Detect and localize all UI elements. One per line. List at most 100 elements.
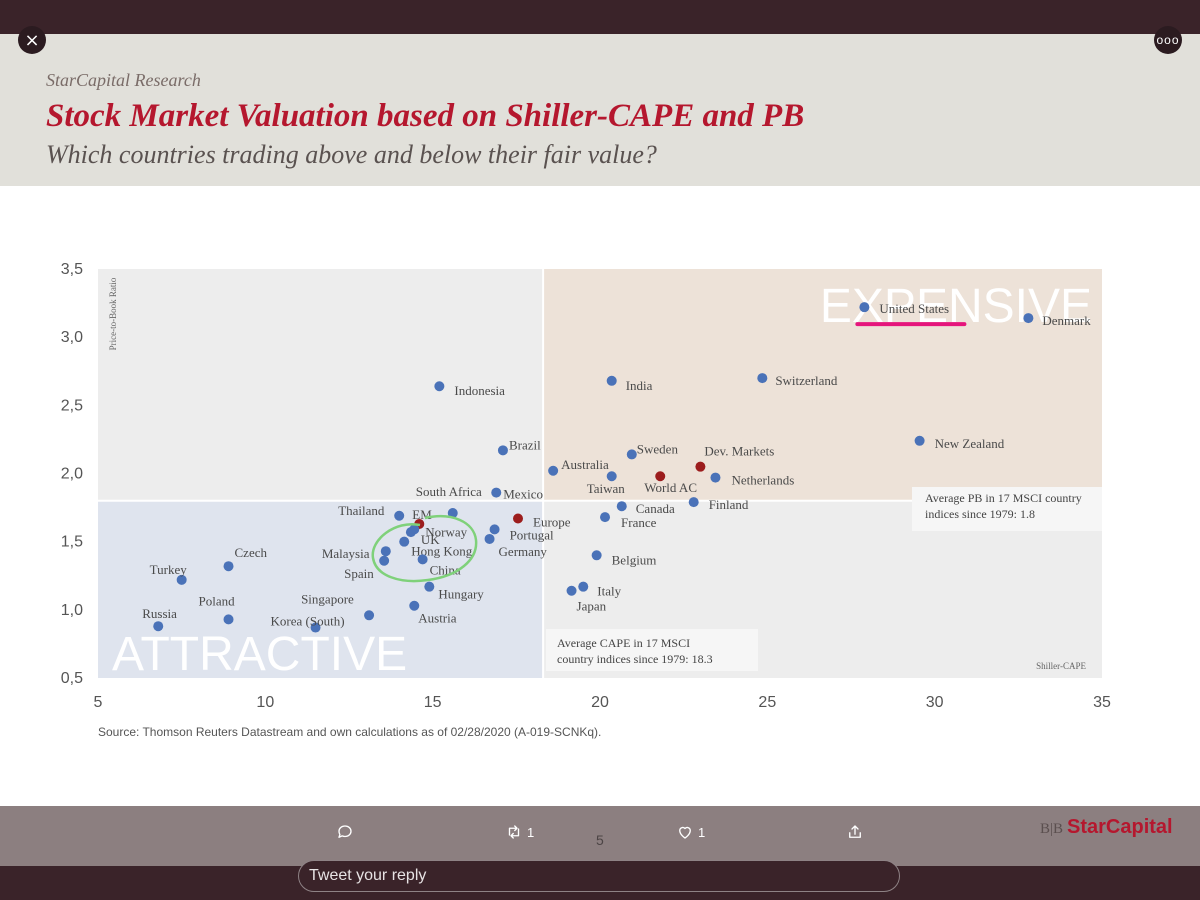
heart-icon xyxy=(679,826,691,839)
point-dev-markets xyxy=(695,461,706,472)
point-label-spain: Spain xyxy=(344,566,374,581)
source-note: Source: Thomson Reuters Datastream and o… xyxy=(98,725,602,739)
point-russia xyxy=(153,621,164,632)
avg-cape-annotation-line1: Average CAPE in 17 MSCI xyxy=(557,636,690,650)
point-singapore xyxy=(364,610,375,621)
starcapital-logo: B|B StarCapital xyxy=(1040,816,1173,839)
point-label-dev-markets: Dev. Markets xyxy=(704,444,774,459)
point-poland xyxy=(223,614,234,625)
point-label-mexico: Mexico xyxy=(503,487,543,502)
slide-header xyxy=(0,34,1200,186)
x-tick-label: 35 xyxy=(1093,694,1111,711)
point-label-czech: Czech xyxy=(235,545,268,560)
share-button[interactable] xyxy=(846,822,864,842)
reply-icon xyxy=(338,825,352,838)
y-axis-label: Price-to-Book Ratio xyxy=(108,277,118,350)
point-label-norway: Norway xyxy=(425,524,467,539)
point-sweden xyxy=(626,449,637,460)
point-hungary xyxy=(424,581,435,592)
point-belgium xyxy=(591,550,602,561)
avg-cape-annotation-line2: country indices since 1979: 18.3 xyxy=(557,652,713,666)
point-denmark xyxy=(1023,313,1034,324)
point-spain xyxy=(379,555,390,566)
slide-subtitle: Which countries trading above and below … xyxy=(46,140,657,169)
retweet-button[interactable]: 1 xyxy=(505,822,534,842)
point-czech xyxy=(223,561,234,572)
avg-cape-annotation-box xyxy=(546,629,758,671)
point-hong-kong xyxy=(399,536,410,547)
point-portugal xyxy=(489,524,500,535)
logo-mark: B|B xyxy=(1040,821,1064,837)
retweet-count: 1 xyxy=(527,824,535,840)
point-label-singapore: Singapore xyxy=(301,591,354,606)
point-south-africa xyxy=(447,508,458,519)
x-axis-label: Shiller-CAPE xyxy=(1036,661,1086,671)
y-tick-label: 3,5 xyxy=(61,261,83,278)
point-malaysia xyxy=(380,546,391,557)
point-indonesia xyxy=(434,381,445,392)
page-number: 5 xyxy=(596,832,604,848)
point-united-states xyxy=(859,302,870,313)
point-label-united-states: United States xyxy=(879,301,949,316)
point-uk xyxy=(405,527,416,538)
point-label-world-ac: World AC xyxy=(644,480,697,495)
point-label-india: India xyxy=(626,378,653,393)
point-brazil xyxy=(497,445,508,456)
point-label-germany: Germany xyxy=(499,544,548,559)
x-tick-label: 30 xyxy=(926,694,944,711)
point-label-belgium: Belgium xyxy=(612,552,657,567)
point-label-em: EM xyxy=(412,507,432,522)
expensive-quadrant xyxy=(543,269,1102,501)
point-label-south-africa: South Africa xyxy=(416,484,482,499)
slide-footer xyxy=(0,806,1200,866)
point-label-europe: Europe xyxy=(533,514,571,529)
point-world-ac xyxy=(655,471,666,482)
point-china xyxy=(417,554,428,565)
point-label-malaysia: Malaysia xyxy=(322,546,370,561)
point-label-poland: Poland xyxy=(199,593,236,608)
y-tick-label: 2,0 xyxy=(61,466,83,483)
close-icon[interactable]: × xyxy=(18,26,46,54)
point-label-korea-south: Korea (South) xyxy=(271,614,345,629)
like-button[interactable]: 1 xyxy=(676,822,705,842)
avg-pb-annotation-line1: Average PB in 17 MSCI country xyxy=(925,491,1082,505)
point-europe xyxy=(513,513,524,524)
point-switzerland xyxy=(757,373,768,384)
brand-label: StarCapital Research xyxy=(46,70,201,90)
point-germany xyxy=(484,533,495,544)
more-options-icon[interactable]: ooo xyxy=(1154,26,1182,54)
y-tick-label: 2,5 xyxy=(61,397,83,414)
point-label-italy: Italy xyxy=(597,584,621,599)
point-label-brazil: Brazil xyxy=(509,437,541,452)
hand-drawn-circle xyxy=(371,515,478,583)
point-label-thailand: Thailand xyxy=(338,503,385,518)
point-label-switzerland: Switzerland xyxy=(775,373,838,388)
point-label-canada: Canada xyxy=(636,501,675,516)
x-tick-label: 20 xyxy=(591,694,609,711)
point-netherlands xyxy=(710,472,721,483)
attractive-region-label: ATTRACTIVE xyxy=(112,628,407,681)
share-icon xyxy=(849,825,861,838)
reply-input[interactable]: Tweet your reply xyxy=(298,860,900,892)
point-label-uk: UK xyxy=(421,532,440,547)
y-tick-label: 1,5 xyxy=(61,534,83,551)
point-italy xyxy=(578,581,589,592)
point-japan xyxy=(566,585,577,596)
point-label-japan: Japan xyxy=(577,599,607,614)
attractive-quadrant xyxy=(98,500,544,678)
x-tick-label: 10 xyxy=(256,694,274,711)
point-new-zealand xyxy=(914,435,925,446)
point-australia xyxy=(548,465,559,476)
x-tick-label: 25 xyxy=(758,694,776,711)
point-finland xyxy=(688,497,699,508)
point-thailand xyxy=(394,510,405,521)
reply-placeholder: Tweet your reply xyxy=(309,867,427,884)
x-tick-label: 5 xyxy=(94,694,103,711)
reply-button[interactable] xyxy=(336,822,354,842)
point-canada xyxy=(616,501,627,512)
point-france xyxy=(600,512,611,523)
point-korea-south xyxy=(310,622,321,633)
point-label-sweden: Sweden xyxy=(637,441,679,456)
avg-pb-annotation-line2: indices since 1979: 1.8 xyxy=(925,507,1035,521)
